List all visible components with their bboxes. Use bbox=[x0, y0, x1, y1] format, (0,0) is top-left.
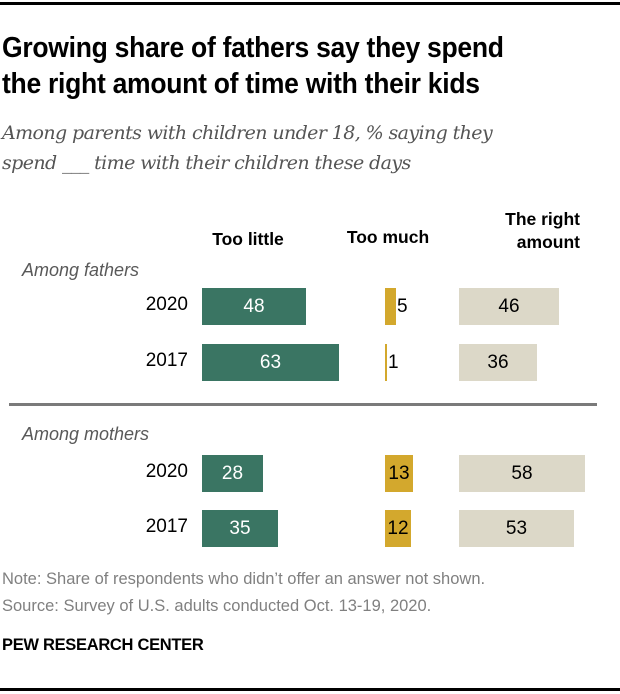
bar-too-much bbox=[385, 288, 396, 325]
row-year-label: 2020 bbox=[145, 461, 188, 482]
pew-logo-text: PEW RESEARCH CENTER bbox=[2, 636, 204, 654]
top-rule bbox=[0, 2, 620, 5]
bar-too-much bbox=[385, 510, 411, 547]
title-line-1: Growing share of fathers say they spend bbox=[2, 32, 504, 64]
title-line-2: the right amount of time with their kids bbox=[2, 68, 480, 100]
source-text: Source: Survey of U.S. adults conducted … bbox=[2, 597, 432, 615]
column-header-line: The right bbox=[505, 209, 580, 229]
bar-right-amount bbox=[459, 344, 537, 381]
column-header-too-much: Too much bbox=[332, 226, 444, 249]
bottom-rule bbox=[0, 688, 620, 691]
note-text: Note: Share of respondents who didn’t of… bbox=[2, 570, 486, 588]
data-label-too-little: 63 bbox=[259, 352, 282, 373]
data-label-too-little: 28 bbox=[221, 463, 244, 484]
data-label-right-amount: 53 bbox=[505, 518, 528, 539]
subtitle-line-2: spend ___ time with their children these… bbox=[2, 152, 411, 174]
bar-too-much bbox=[385, 455, 413, 492]
column-header-line: Too little bbox=[212, 229, 284, 249]
column-header-too-little: Too little bbox=[196, 228, 300, 251]
row-year-label: 2020 bbox=[145, 294, 188, 315]
section-label-fathers: Among fathers bbox=[22, 260, 140, 280]
bar-right-amount bbox=[459, 510, 574, 547]
data-label-right-amount: 46 bbox=[498, 296, 520, 317]
data-label-right-amount: 36 bbox=[487, 352, 509, 373]
data-label-too-little: 35 bbox=[229, 518, 251, 539]
data-label-too-much: 13 bbox=[388, 463, 410, 484]
bar-too-little bbox=[202, 455, 263, 492]
subtitle-line-1: Among parents with children under 18, % … bbox=[2, 122, 493, 144]
row-year-label: 2017 bbox=[145, 350, 188, 371]
section-label-mothers: Among mothers bbox=[22, 424, 150, 444]
row-year-label: 2017 bbox=[145, 516, 188, 537]
chart-subtitle: Among parents with children under 18, % … bbox=[2, 118, 618, 178]
bar-too-little bbox=[202, 288, 306, 325]
data-label-too-little: 48 bbox=[243, 296, 265, 317]
bar-right-amount bbox=[459, 455, 585, 492]
data-label-too-much: 12 bbox=[387, 518, 409, 539]
data-label-too-much: 5 bbox=[397, 296, 408, 317]
column-header-line: Too much bbox=[346, 227, 430, 247]
group-divider bbox=[9, 403, 597, 406]
data-label-right-amount: 58 bbox=[511, 463, 533, 484]
bar-too-little bbox=[202, 510, 278, 547]
bar-too-much bbox=[385, 344, 387, 381]
column-header-line: amount bbox=[516, 232, 580, 252]
chart-title: Growing share of fathers say they spend … bbox=[2, 30, 575, 102]
column-header-right-amount: The right amount bbox=[460, 208, 580, 254]
bar-too-little bbox=[202, 344, 339, 381]
data-label-too-much: 1 bbox=[388, 352, 399, 373]
bar-right-amount bbox=[459, 288, 559, 325]
